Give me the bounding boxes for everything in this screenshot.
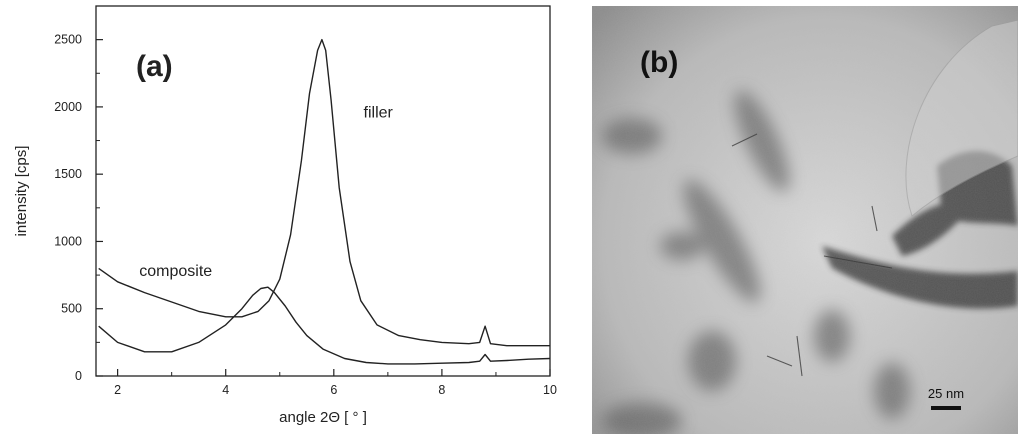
- scale-bar-label: 25 nm: [928, 386, 964, 401]
- y-tick-label-2: 1000: [54, 234, 82, 248]
- panel-b-label: (b): [640, 46, 678, 79]
- y-tick-label-0: 0: [75, 369, 82, 383]
- panel-a-label: (a): [136, 50, 173, 83]
- y-tick-label-3: 1500: [54, 167, 82, 181]
- tem-micrograph: (b) 25 nm: [592, 6, 1018, 434]
- y-tick-label-5: 2500: [54, 33, 82, 47]
- annotation-filler: filler: [364, 105, 394, 122]
- plot-area-frame: [95, 5, 551, 377]
- micrograph-grain: [592, 6, 1018, 434]
- scale-bar: [931, 406, 961, 410]
- x-tick-label-2: 6: [330, 383, 337, 397]
- annotation-composite: composite: [139, 263, 212, 280]
- x-axis-title: angle 2Θ [ ° ]: [279, 409, 367, 426]
- x-tick-label-4: 10: [543, 383, 557, 397]
- series-line-filler: [98, 38, 550, 347]
- x-tick-label-1: 4: [222, 383, 229, 397]
- axis-ticks: 2 4 6 8 10 0 500 1000 1500 2000 2500: [54, 33, 557, 397]
- xrd-chart: 2 4 6 8 10 0 500 1000 1500 2000 2500 filler composi…: [13, 5, 557, 426]
- y-tick-label-1: 500: [61, 302, 82, 316]
- y-tick-label-4: 2000: [54, 100, 82, 114]
- series-line-composite: [98, 286, 551, 365]
- series-lines: [98, 38, 551, 365]
- x-tick-label-3: 8: [438, 383, 445, 397]
- y-axis-title: intensity [cps]: [13, 146, 30, 237]
- x-tick-label-0: 2: [114, 383, 121, 397]
- series-annotations: filler composite: [139, 105, 393, 280]
